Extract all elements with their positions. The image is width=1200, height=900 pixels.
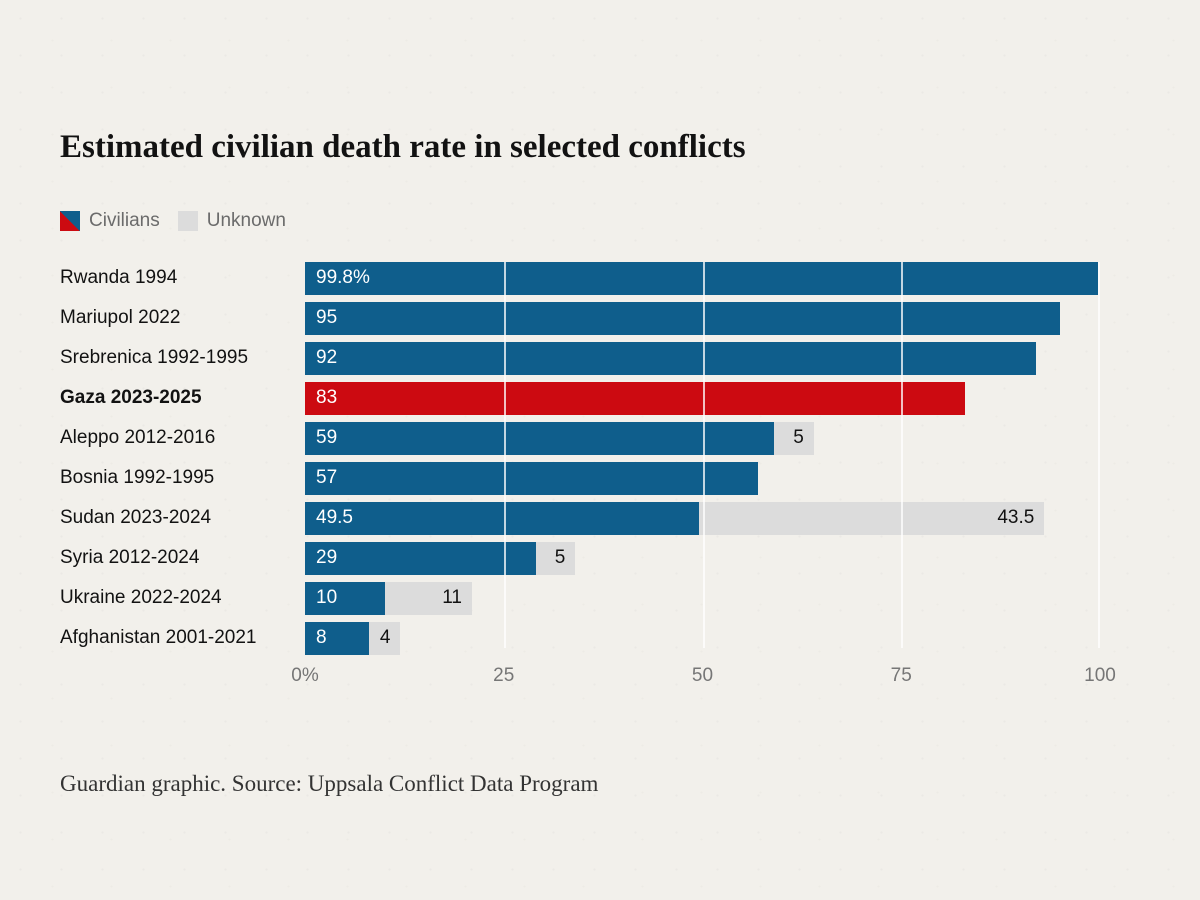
legend: Civilians Unknown [60,210,1140,232]
row-plot: 10 11 [305,581,1100,615]
row-plot: 99.8% [305,261,1100,295]
unknown-swatch-icon [177,210,198,231]
chart-row: Syria 2012-2024 29 5 [60,541,1100,575]
x-tick: 25 [493,664,515,686]
legend-label-unknown: Unknown [206,209,286,231]
bar-chart: Rwanda 1994 99.8% Mariupol 2022 95 Srebrenic… [60,261,1116,691]
x-axis: 0% 25 50 75 100 [291,664,1116,691]
civilians-bar: 59 [305,421,775,455]
civilians-value-label: 29 [316,547,338,569]
civilians-value-label: 99.8% [316,267,370,289]
chart-title: Estimated civilian death rate in selecte… [60,129,746,165]
civilians-bar: 10 [305,581,385,615]
unknown-bar: 4 [368,621,401,655]
civilians-value-label: 10 [316,587,338,609]
unknown-bar: 5 [774,421,814,455]
civilians-value-label: 8 [316,627,327,649]
civilians-bar: 57 [305,461,759,495]
row-label: Rwanda 1994 [60,267,178,289]
row-plot: 95 [305,301,1100,335]
unknown-value-label: 11 [442,587,462,609]
chart-rows: Rwanda 1994 99.8% Mariupol 2022 95 Srebrenic… [60,261,1100,655]
chart-row: Rwanda 1994 99.8% [60,261,1100,295]
row-label: Bosnia 1992-1995 [60,467,215,489]
civilians-bar: 29 [305,541,536,575]
chart-row: Gaza 2023-2025 83 [60,381,1100,415]
civilians-bar: 83 [305,381,965,415]
row-label: Srebrenica 1992-1995 [60,347,249,369]
x-tick: 75 [890,664,912,686]
unknown-bar: 43.5 [698,501,1045,535]
civilians-value-label: 59 [316,427,338,449]
civilians-bar: 92 [305,341,1037,375]
civilians-bar: 99.8% [305,261,1099,295]
row-label: Afghanistan 2001-2021 [60,627,257,649]
row-plot: 59 5 [305,421,1100,455]
chart-row: Sudan 2023-2024 49.5 43.5 [60,501,1100,535]
row-plot: 29 5 [305,541,1100,575]
row-label: Mariupol 2022 [60,307,181,329]
chart-row: Srebrenica 1992-1995 92 [60,341,1100,375]
row-plot: 92 [305,341,1100,375]
row-label: Aleppo 2012-2016 [60,427,216,449]
legend-label-civilians: Civilians [89,209,160,231]
civilians-value-label: 92 [316,347,338,369]
civilians-swatch-icon [60,210,80,231]
civilians-value-label: 83 [316,387,338,409]
legend-item-unknown: Unknown [177,209,286,232]
chart-row: Ukraine 2022-2024 10 11 [60,581,1100,615]
row-plot: 57 [305,461,1100,495]
civilians-bar: 95 [305,301,1061,335]
civilians-value-label: 49.5 [316,507,353,529]
unknown-value-label: 4 [379,627,391,649]
chart-page: Estimated civilian death rate in selecte… [60,129,1140,796]
chart-row: Aleppo 2012-2016 59 5 [60,421,1100,455]
row-label: Syria 2012-2024 [60,547,200,569]
row-label: Ukraine 2022-2024 [60,587,222,609]
row-label: Gaza 2023-2025 [60,387,202,409]
civilians-bar: 8 [305,621,369,655]
x-tick: 50 [691,664,714,686]
civilians-value-label: 95 [316,307,338,329]
x-tick: 0% [291,664,319,686]
source-caption: Guardian graphic. Source: Uppsala Confli… [60,770,599,796]
row-plot: 83 [305,381,1100,415]
unknown-value-label: 43.5 [997,507,1035,529]
chart-row: Mariupol 2022 95 [60,301,1100,335]
x-tick: 100 [1084,664,1116,686]
chart-row: Bosnia 1992-1995 57 [60,461,1100,495]
chart-row: Afghanistan 2001-2021 8 4 [60,621,1100,655]
row-label: Sudan 2023-2024 [60,507,212,529]
unknown-bar: 5 [535,541,576,575]
civilians-bar: 49.5 [305,501,699,535]
legend-item-civilians: Civilians [60,210,160,232]
unknown-value-label: 5 [793,427,804,449]
unknown-bar: 11 [384,581,472,615]
row-plot: 49.5 43.5 [305,501,1100,535]
civilians-value-label: 57 [316,467,338,489]
unknown-value-label: 5 [554,547,566,569]
